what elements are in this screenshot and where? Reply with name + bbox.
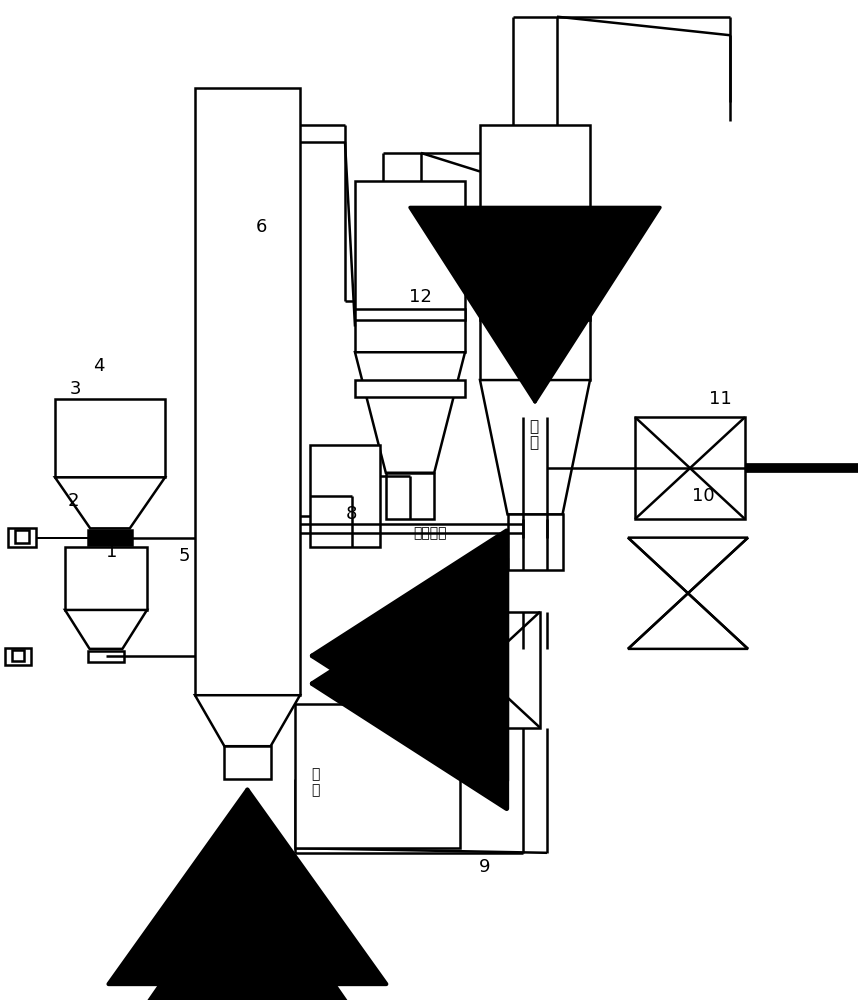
Text: 灰: 灰 (529, 435, 539, 450)
Bar (480, 265, 590, 276)
Text: 过热蒸气: 过热蒸气 (414, 526, 447, 540)
Polygon shape (628, 593, 748, 649)
Bar (5, 648, 31, 665)
Bar (635, 417, 745, 519)
Text: 8: 8 (346, 505, 358, 523)
Bar (55, 399, 165, 477)
Bar (355, 380, 465, 397)
Polygon shape (628, 538, 748, 593)
Text: 10: 10 (692, 487, 715, 505)
Polygon shape (65, 610, 147, 649)
Text: 11: 11 (710, 390, 732, 408)
Bar (355, 309, 465, 320)
Text: 燃气: 燃气 (438, 600, 456, 614)
Bar (88, 651, 124, 662)
Bar (195, 88, 300, 695)
Bar (355, 181, 465, 352)
Polygon shape (480, 380, 590, 514)
Polygon shape (355, 352, 465, 473)
Text: 5: 5 (178, 547, 190, 565)
Text: 7: 7 (376, 709, 388, 727)
Bar (507, 514, 563, 570)
Bar (415, 612, 540, 728)
Text: 氧: 氧 (311, 783, 319, 797)
Bar (8, 528, 36, 547)
Bar (225, 746, 270, 779)
Bar (12, 650, 24, 661)
Text: 1: 1 (106, 543, 118, 561)
Text: 排: 排 (529, 419, 539, 434)
Text: 富: 富 (311, 767, 319, 781)
Bar (295, 704, 460, 848)
Text: 12: 12 (409, 288, 432, 306)
Text: 4: 4 (93, 357, 105, 375)
Text: 3: 3 (69, 380, 82, 398)
Bar (480, 309, 590, 320)
Text: 9: 9 (479, 858, 491, 876)
Bar (15, 530, 29, 543)
Polygon shape (195, 695, 300, 746)
Text: 2: 2 (67, 492, 79, 510)
Bar (65, 547, 147, 610)
Text: 6: 6 (256, 218, 268, 236)
Polygon shape (55, 477, 165, 528)
Bar (386, 473, 434, 519)
Bar (310, 445, 380, 547)
Bar (88, 530, 132, 545)
Bar (480, 125, 590, 380)
